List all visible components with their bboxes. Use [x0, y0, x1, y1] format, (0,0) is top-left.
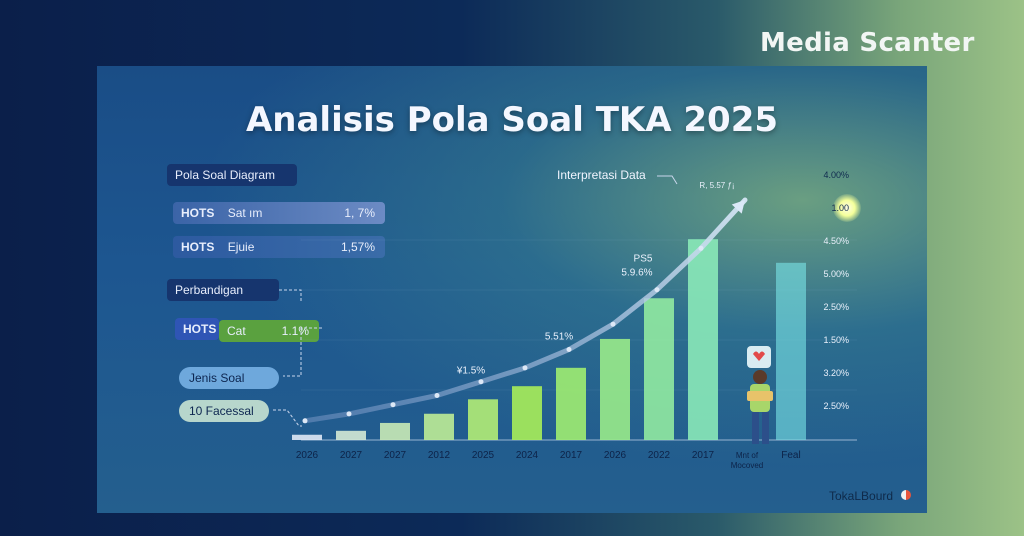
bar: [776, 262, 806, 440]
infographic-panel: Analisis Pola Soal TKA 2025 Pola Soal Di…: [97, 66, 927, 513]
chart-title: Analisis Pola Soal TKA 2025: [245, 100, 779, 140]
bar: [644, 298, 674, 440]
bar: [292, 434, 322, 440]
bars-group: [292, 239, 806, 440]
hots-label-1: Sat ım: [227, 206, 263, 220]
x-tick-label: 2012: [428, 450, 451, 461]
trend-point: [610, 321, 616, 327]
cat-label: Cat: [227, 324, 246, 338]
trend-point: [390, 402, 396, 408]
footer-brand: TokaLBourd: [829, 489, 894, 503]
x-tick-label: 2027: [384, 450, 407, 461]
light-glow: [833, 194, 861, 222]
hots-label-2: Ejuie: [227, 240, 255, 254]
facessal-pill: 10 Facessal: [179, 400, 269, 422]
right-axis-tick: 3.20%: [823, 368, 849, 378]
right-axis-tick: 4.50%: [823, 236, 849, 246]
heart-icon: [753, 351, 765, 361]
trend-point: [698, 245, 704, 251]
hots-tag-1: HOTS: [181, 206, 215, 220]
trend-label: 5.51%: [545, 332, 573, 343]
trend-point: [478, 379, 484, 385]
x-tick-label: 2017: [560, 450, 583, 461]
hots-tag-3: HOTS: [175, 318, 219, 340]
perbandingan-heading-text: Perbandigan: [175, 283, 244, 297]
trend-point: [302, 418, 308, 424]
x-tick-label: 2026: [296, 450, 319, 461]
annotation-connector: [657, 175, 678, 185]
right-axis-tick: 4.00%: [823, 170, 849, 180]
hots-value-2: 1,57%: [340, 240, 375, 254]
cat-bar: Cat 1.1%: [219, 320, 319, 342]
person-leg-right: [762, 412, 769, 444]
annotation-label: Interpretasi Data: [557, 168, 646, 182]
pola-soal-heading-text: Pola Soal Diagram: [175, 168, 276, 182]
trend-end-label: R, 5.57 ƒ¡: [699, 181, 734, 190]
trend-point: [522, 365, 528, 371]
footer-brand-icon: [901, 490, 911, 500]
trend-arrow-head: [731, 200, 745, 214]
connector-line: [273, 409, 302, 427]
right-axis-ticks: 4.00% 1.00 4.50% 5.00% 2.50% 1.50% 3.20% 2.50%: [823, 170, 849, 411]
perbandingan-heading: Perbandigan: [167, 279, 279, 301]
trend-point: [346, 411, 352, 417]
x-tick-label: 2024: [516, 450, 539, 461]
person-head: [753, 370, 767, 384]
bar: [336, 430, 366, 440]
bar: [380, 422, 410, 440]
person-laptop: [747, 391, 773, 401]
connector-lines: [273, 289, 322, 427]
hots-tag-2: HOTS: [181, 240, 215, 254]
right-axis-tick: 2.50%: [823, 302, 849, 312]
trend-point: [566, 347, 572, 352]
x-tick-label: 2022: [648, 450, 671, 461]
brand-logo: Media Scanter: [760, 28, 975, 58]
x-tick-label: 2025: [472, 450, 495, 461]
connector-line: [279, 289, 302, 302]
trend-label: PS5: [634, 254, 653, 265]
hots-value-1: 1, 7%: [344, 206, 375, 220]
hots-row-2: HOTS Ejuie 1,57%: [173, 236, 385, 258]
bar-chart: ¥1.5% 5.51% 5.9.6% PS5 R, 5.57 ƒ¡ Interpretas…: [273, 168, 857, 470]
x-tick-label: Mnt of: [736, 451, 759, 460]
bar: [468, 399, 498, 440]
right-axis-tick: 1.00: [831, 203, 849, 213]
trend-label: ¥1.5%: [456, 366, 485, 377]
bar: [556, 367, 586, 440]
bar: [424, 413, 454, 440]
x-tick-label: 2026: [604, 450, 627, 461]
x-tick-labels: 2026 2027 2027 2012 2025 2024 2017 2026 2022 2017…: [296, 450, 801, 470]
trend-label: 5.9.6%: [621, 268, 652, 279]
jenis-soal-pill: Jenis Soal: [179, 367, 279, 389]
trend-line-group: ¥1.5% 5.51% 5.9.6% PS5 R, 5.57 ƒ¡ Interpretas…: [302, 168, 748, 424]
person-illustration: [747, 346, 773, 444]
bar: [688, 239, 718, 440]
right-axis-tick: 5.00%: [823, 269, 849, 279]
bar: [600, 338, 630, 440]
x-tick-label: Mocoved: [731, 461, 763, 470]
connector-line: [283, 327, 322, 377]
right-axis-tick: 1.50%: [823, 335, 849, 345]
x-tick-label: Feal: [781, 450, 800, 461]
trend-point: [654, 287, 660, 293]
right-axis-tick: 2.50%: [823, 401, 849, 411]
bar: [512, 386, 542, 440]
x-tick-label: 2027: [340, 450, 363, 461]
pola-soal-heading: Pola Soal Diagram: [167, 164, 297, 186]
x-tick-label: 2017: [692, 450, 715, 461]
hots-row-1: HOTS Sat ım 1, 7%: [173, 202, 385, 224]
person-leg-left: [752, 412, 759, 444]
cat-value: 1.1%: [281, 324, 309, 338]
trend-point: [434, 393, 440, 398]
